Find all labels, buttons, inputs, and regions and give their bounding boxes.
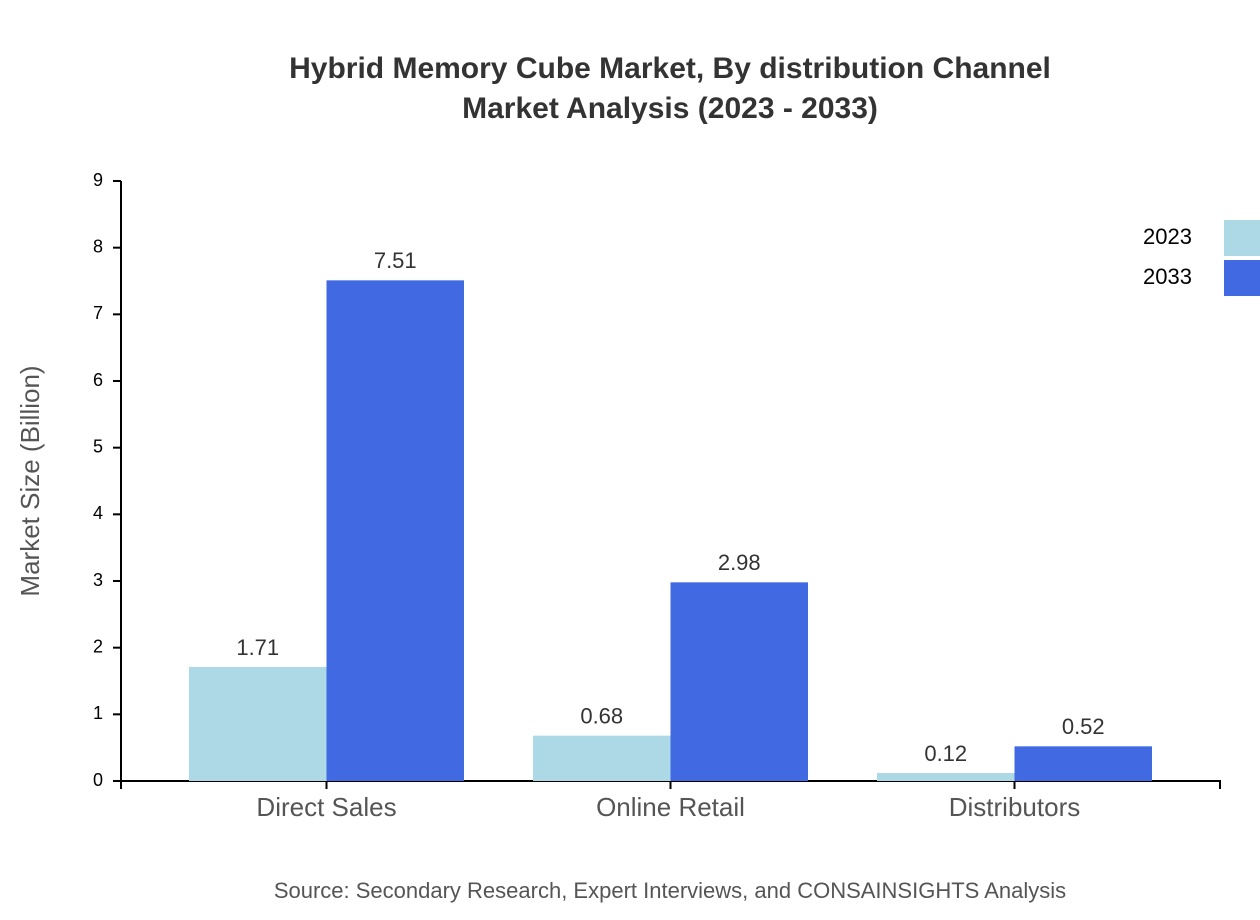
y-tick-label: 4 <box>93 503 103 523</box>
x-tick-label: Direct Sales <box>256 792 396 822</box>
legend-swatch <box>1224 260 1260 296</box>
y-tick-label: 8 <box>93 236 103 256</box>
bar <box>1014 746 1152 781</box>
source: Source: Secondary Research, Expert Inter… <box>274 878 1066 903</box>
chart-title: Market Analysis (2023 - 2033) <box>462 92 878 125</box>
x-tick-label: Distributors <box>949 792 1080 822</box>
y-tick-label: 1 <box>93 703 103 723</box>
value-label: 1.71 <box>236 635 279 660</box>
legend-swatch <box>1224 220 1260 256</box>
value-label: 0.52 <box>1062 714 1105 739</box>
value-label: 0.12 <box>924 741 967 766</box>
bar <box>670 582 808 781</box>
y-axis-label: Market Size (Billion) <box>15 365 45 596</box>
chart-title: Hybrid Memory Cube Market, By distributi… <box>289 52 1051 85</box>
bar <box>533 735 671 781</box>
bar <box>326 280 464 781</box>
y-tick-label: 6 <box>93 370 103 390</box>
y-tick-label: 0 <box>93 770 103 790</box>
y-tick-label: 7 <box>93 303 103 323</box>
y-tick-label: 2 <box>93 636 103 656</box>
legend-label: 2023 <box>1143 224 1192 249</box>
x-tick-label: Online Retail <box>596 792 745 822</box>
bar <box>877 773 1015 781</box>
bar <box>189 667 327 781</box>
y-tick-label: 9 <box>93 170 103 190</box>
y-tick-label: 5 <box>93 436 103 456</box>
value-label: 7.51 <box>374 248 417 273</box>
value-label: 0.68 <box>580 703 623 728</box>
value-label: 2.98 <box>718 550 761 575</box>
y-tick-label: 3 <box>93 570 103 590</box>
legend-label: 2033 <box>1143 264 1192 289</box>
